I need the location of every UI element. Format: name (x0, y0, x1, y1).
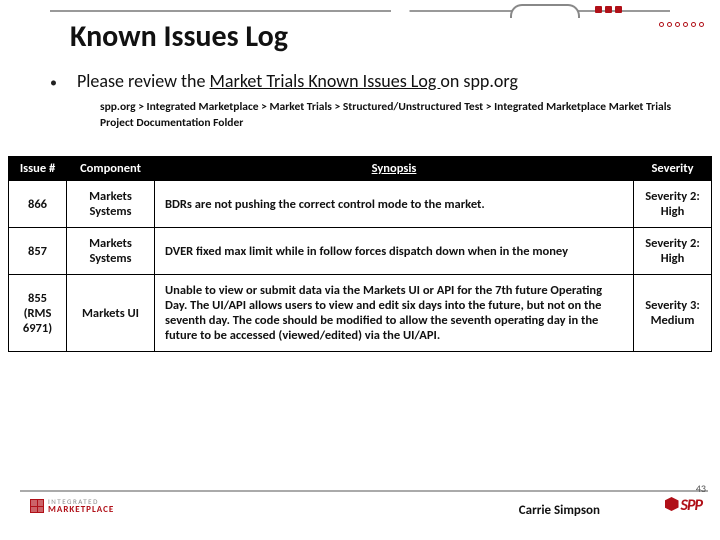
cell-component: Markets Systems (67, 228, 155, 275)
logo-squares-icon (30, 499, 44, 513)
integrated-marketplace-logo: INTEGRATED MARKETPLACE (30, 498, 114, 514)
top-squares (595, 6, 622, 13)
logo-text-bottom: MARKETPLACE (48, 505, 114, 514)
th-synopsis: Synopsis (155, 157, 634, 181)
th-component: Component (67, 157, 155, 181)
footer-rule (20, 490, 708, 492)
cell-severity: Severity 3: Medium (634, 275, 712, 352)
top-curve (510, 4, 580, 18)
breadcrumb: spp.org > Integrated Marketplace > Marke… (100, 100, 680, 131)
cell-severity: Severity 2: High (634, 228, 712, 275)
top-decoration (0, 0, 720, 20)
known-issues-link[interactable]: Market Trials Known Issues Log (210, 70, 441, 92)
th-issue: Issue # (9, 157, 67, 181)
cell-synopsis: DVER fixed max limit while in follow for… (155, 228, 634, 275)
cell-component: Markets UI (67, 275, 155, 352)
issues-table: Issue # Component Synopsis Severity 866 … (8, 156, 712, 352)
bullet-icon: • (50, 74, 57, 91)
table-header-row: Issue # Component Synopsis Severity (9, 157, 712, 181)
spp-logo: SPP (665, 496, 702, 515)
cell-issue: 866 (9, 181, 67, 228)
cell-issue: 855 (RMS 6971) (9, 275, 67, 352)
th-severity: Severity (634, 157, 712, 181)
page-number: 43 (696, 482, 706, 495)
table-row: 857 Markets Systems DVER fixed max limit… (9, 228, 712, 275)
bullet-suffix: on spp.org (440, 70, 518, 92)
table-row: 866 Markets Systems BDRs are not pushing… (9, 181, 712, 228)
cell-synopsis: BDRs are not pushing the correct control… (155, 181, 634, 228)
cell-component: Markets Systems (67, 181, 155, 228)
cell-synopsis: Unable to view or submit data via the Ma… (155, 275, 634, 352)
bullet-prefix: Please review the (77, 70, 210, 92)
table-row: 855 (RMS 6971) Markets UI Unable to view… (9, 275, 712, 352)
page-title: Known Issues Log (70, 18, 288, 55)
bullet-text: Please review the Market Trials Known Is… (77, 70, 518, 92)
cell-issue: 857 (9, 228, 67, 275)
footer: 43 INTEGRATED MARKETPLACE SPP (20, 490, 708, 530)
cell-severity: Severity 2: High (634, 181, 712, 228)
top-circles (659, 22, 704, 27)
review-bullet: • Please review the Market Trials Known … (50, 70, 690, 92)
